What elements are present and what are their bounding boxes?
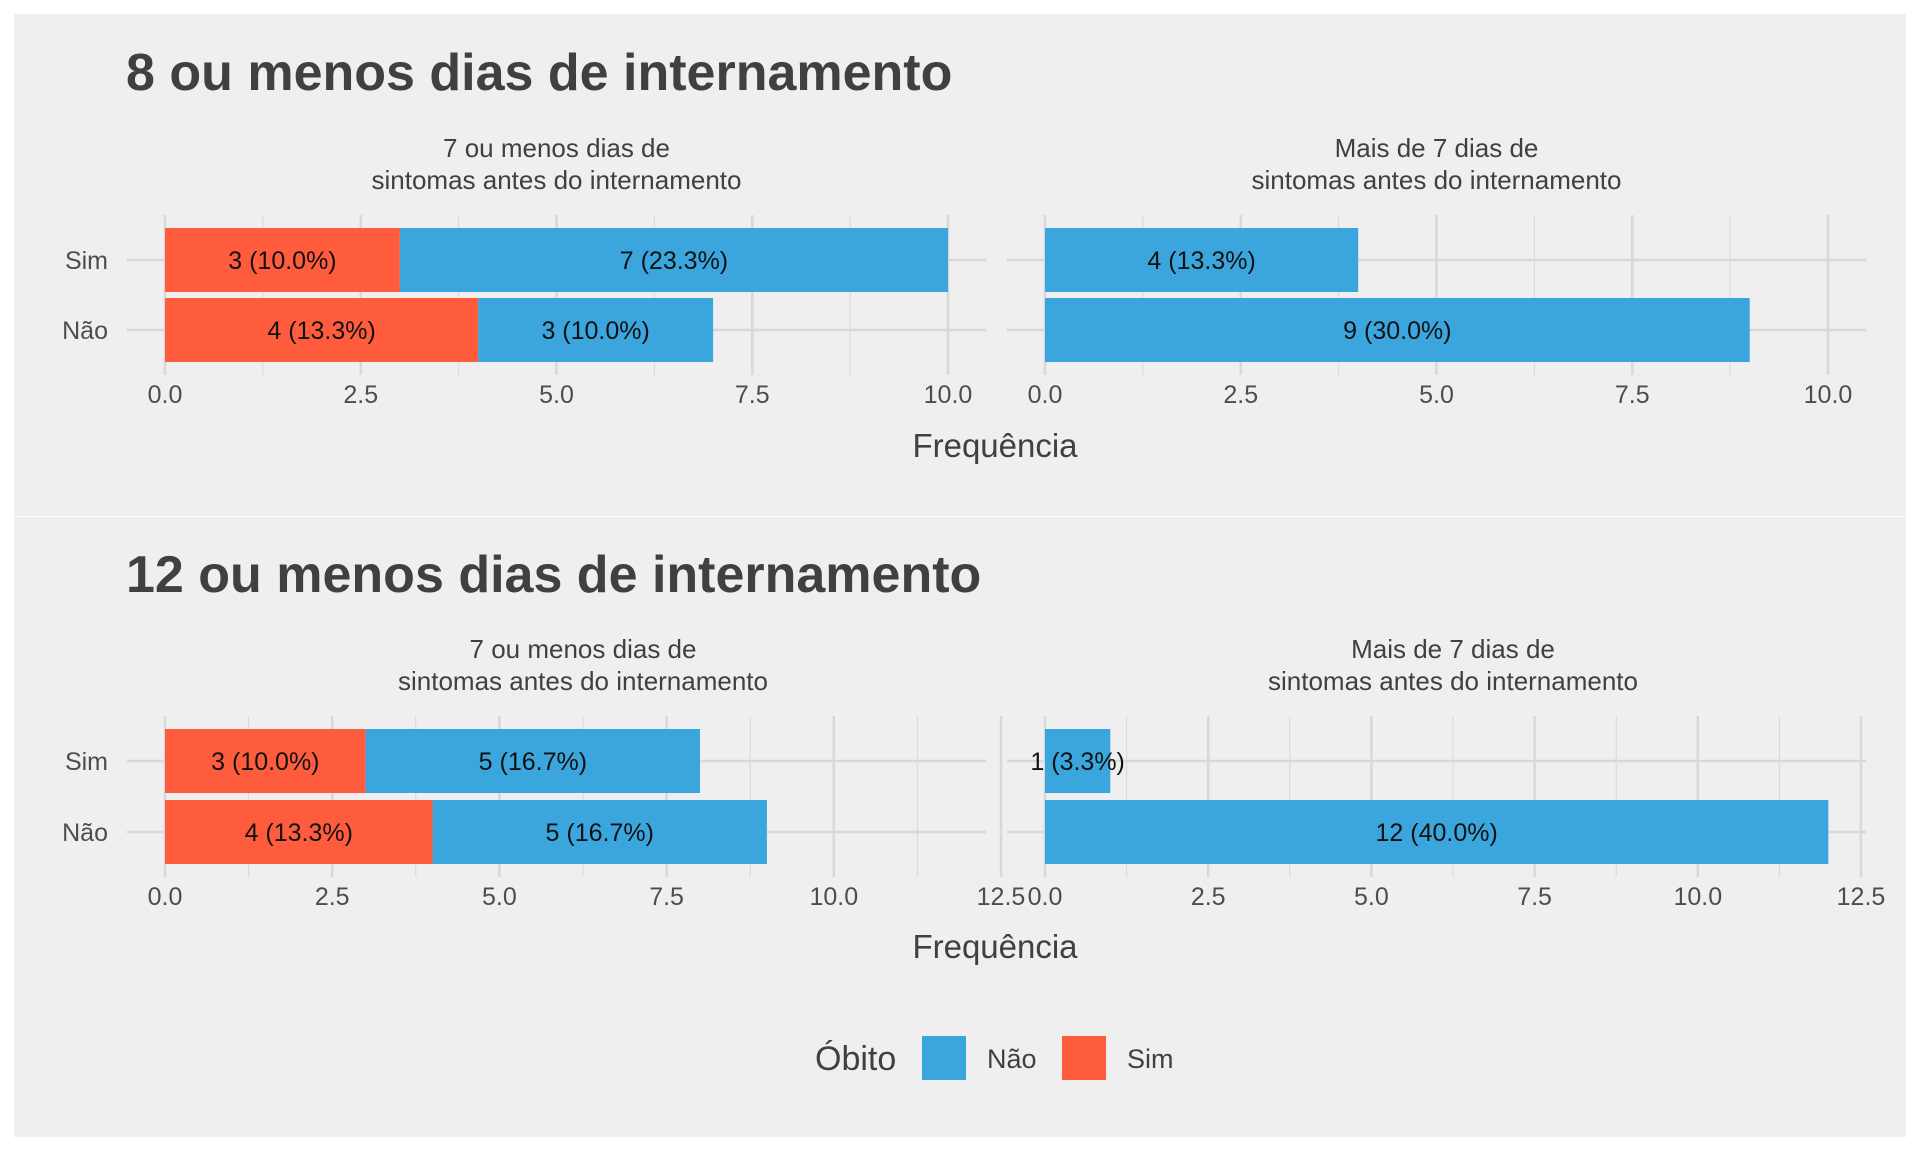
x-tick-label: 12.5 (977, 883, 1026, 911)
bar-sim-não (165, 800, 433, 864)
bar-label: 4 (13.3%) (267, 317, 375, 345)
x-tick-label: 10.0 (1673, 883, 1722, 911)
bar-label: 4 (13.3%) (245, 819, 353, 847)
facet-strip-label-line-2: sintomas antes do internamento (372, 165, 742, 195)
facet-strip-label-line-2: sintomas antes do internamento (398, 666, 768, 696)
bar-nao-não (478, 298, 714, 362)
bar-sim-sim (165, 228, 400, 292)
x-tick-label: 2.5 (1223, 381, 1258, 409)
facet-strip-label-line-2: sintomas antes do internamento (1252, 165, 1622, 195)
x-tick-label: 2.5 (343, 381, 378, 409)
legend-label: Não (987, 1044, 1037, 1074)
x-tick-label: 10.0 (1804, 381, 1853, 409)
bar-nao-sim (365, 729, 701, 793)
chart-title: 8 ou menos dias de internamento (126, 44, 952, 102)
bar-nao-sim (399, 228, 948, 292)
chart-title: 12 ou menos dias de internamento (126, 546, 981, 604)
x-tick-label: 2.5 (315, 883, 350, 911)
facet-strip-label-line-2: sintomas antes do internamento (1268, 666, 1638, 696)
x-tick-label: 5.0 (1419, 381, 1454, 409)
legend-label: Sim (1127, 1044, 1174, 1074)
x-tick-label: 5.0 (539, 381, 574, 409)
bar-label: 9 (30.0%) (1343, 317, 1451, 345)
bar-sim-sim (165, 729, 366, 793)
x-tick-label: 2.5 (1191, 883, 1226, 911)
chart-section-2: 12 ou menos dias de internamento 7 ou men… (62, 546, 1885, 965)
x-tick-label: 0.0 (148, 883, 183, 911)
bar-nao-não (432, 800, 767, 864)
x-tick-label: 0.0 (1028, 381, 1063, 409)
x-tick-label: 5.0 (482, 883, 517, 911)
legend-swatch-não (922, 1036, 966, 1080)
x-tick-label: 7.5 (1615, 381, 1650, 409)
legend-swatch-sim (1062, 1036, 1106, 1080)
x-tick-label: 0.0 (1028, 883, 1063, 911)
y-tick-label: Não (62, 819, 108, 847)
chart-section-1: 8 ou menos dias de internamento 7 ou meno… (62, 44, 1866, 464)
facet-strip-label-line-1: Mais de 7 dias de (1351, 634, 1555, 664)
bar-label: 5 (16.7%) (479, 748, 587, 776)
bar-label: 7 (23.3%) (620, 247, 728, 275)
bar-label: 12 (40.0%) (1376, 819, 1498, 847)
facet-strip-label-line-1: Mais de 7 dias de (1335, 133, 1539, 163)
bar-sim-não (165, 298, 479, 362)
y-tick-label: Não (62, 317, 108, 345)
legend-title: Óbito (815, 1040, 896, 1078)
facet-strip-label-line-1: 7 ou menos dias de (470, 634, 697, 664)
y-tick-label: Sim (65, 247, 108, 275)
x-tick-label: 12.5 (1837, 883, 1886, 911)
bar-label: 5 (16.7%) (546, 819, 654, 847)
bar-nao-sim (1045, 729, 1111, 793)
x-tick-label: 7.5 (735, 381, 770, 409)
bar-label: 3 (10.0%) (211, 748, 319, 776)
y-tick-label: Sim (65, 748, 108, 776)
legend: Óbito Não Sim (815, 1036, 1174, 1080)
x-axis-title: Frequência (912, 928, 1078, 965)
x-tick-label: 0.0 (148, 381, 183, 409)
bar-nao-não (1045, 800, 1829, 864)
bar-label: 4 (13.3%) (1147, 247, 1255, 275)
x-tick-label: 7.5 (1517, 883, 1552, 911)
bar-label: 3 (10.0%) (541, 317, 649, 345)
bar-nao-não (1045, 298, 1750, 362)
bar-nao-sim (1045, 228, 1359, 292)
bar-label: 3 (10.0%) (228, 247, 336, 275)
x-axis-title: Frequência (912, 427, 1078, 464)
x-tick-label: 7.5 (649, 883, 684, 911)
x-tick-label: 5.0 (1354, 883, 1389, 911)
x-tick-label: 10.0 (809, 883, 858, 911)
bar-label: 1 (3.3%) (1030, 748, 1124, 776)
facet-strip-label-line-1: 7 ou menos dias de (443, 133, 670, 163)
x-tick-label: 10.0 (924, 381, 973, 409)
